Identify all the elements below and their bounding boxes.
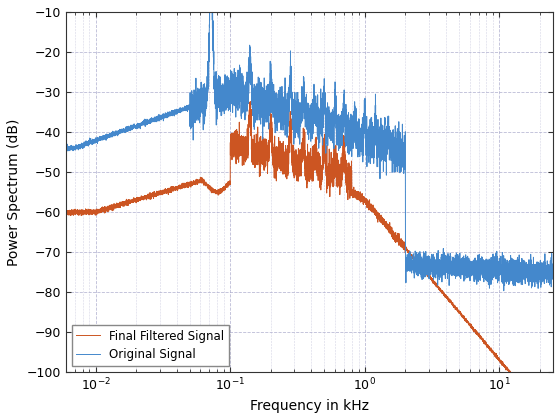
Final Filtered Signal (450, 303, 456, 308)
Final Filtered Signal (550, 378, 557, 383)
Original Signal (87, 139, 94, 144)
Original Signal (62, 146, 69, 151)
Final Filtered Signal (239, 141, 245, 146)
X-axis label: Frequency in kHz: Frequency in kHz (250, 399, 369, 413)
Original Signal (239, 89, 246, 94)
Line: Final Filtered Signal: Final Filtered Signal (66, 102, 553, 380)
Original Signal (501, 288, 507, 293)
Final Filtered Signal (372, 210, 379, 215)
Original Signal (206, 1, 213, 6)
Final Filtered Signal (62, 211, 69, 216)
Original Signal (372, 121, 379, 126)
Original Signal (450, 264, 456, 269)
Final Filtered Signal (351, 190, 357, 195)
Original Signal (550, 267, 557, 272)
Original Signal (424, 265, 431, 270)
Final Filtered Signal (87, 210, 94, 215)
Y-axis label: Power Spectrum (dB): Power Spectrum (dB) (7, 118, 21, 266)
Legend: Final Filtered Signal, Original Signal: Final Filtered Signal, Original Signal (72, 325, 229, 366)
Final Filtered Signal (247, 99, 254, 104)
Final Filtered Signal (424, 273, 431, 278)
Original Signal (351, 129, 357, 134)
Final Filtered Signal (512, 378, 519, 383)
Line: Original Signal: Original Signal (66, 4, 553, 291)
